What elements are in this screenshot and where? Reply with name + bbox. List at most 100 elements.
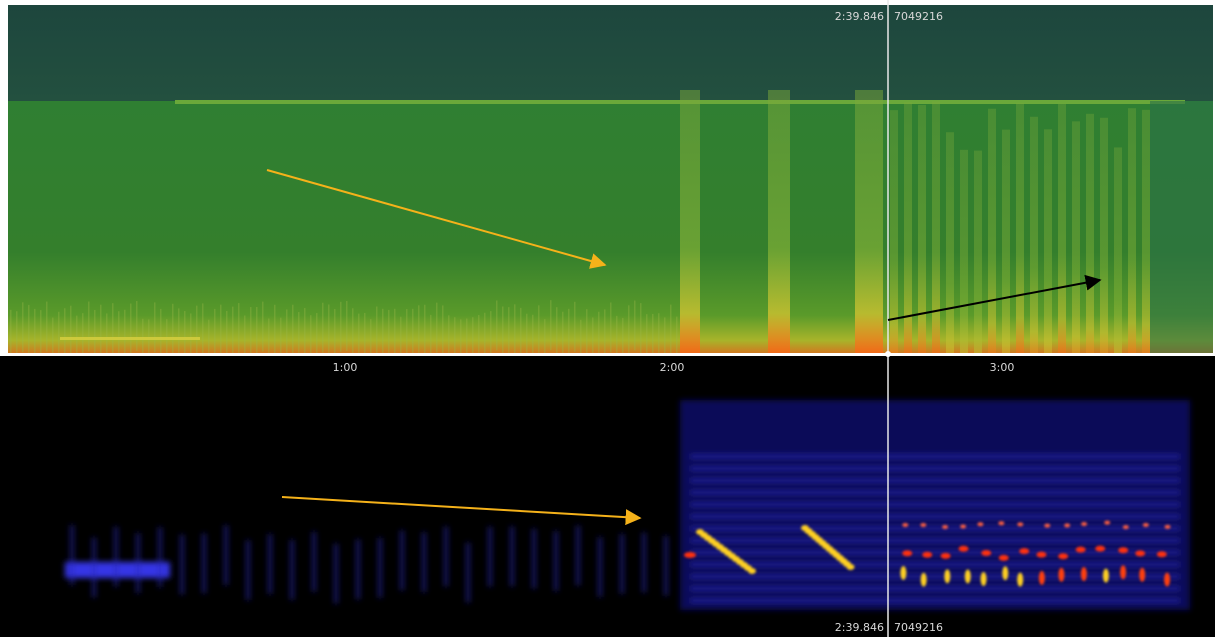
stripe	[100, 305, 102, 355]
peak	[1118, 547, 1128, 553]
burst	[1016, 103, 1024, 356]
burst	[1030, 117, 1038, 370]
stripe	[424, 305, 426, 355]
stripe	[406, 309, 408, 359]
bottom-spectrogram	[0, 356, 1215, 637]
blob	[92, 537, 96, 597]
blob	[620, 534, 624, 594]
peak	[1058, 568, 1064, 582]
peak	[1017, 573, 1023, 587]
blob	[690, 563, 1180, 566]
blob	[312, 532, 316, 592]
burst	[1002, 130, 1010, 383]
cursor-time: 2:39.846	[835, 621, 884, 634]
peak	[999, 555, 1009, 561]
stripe	[604, 309, 606, 359]
peak	[900, 566, 906, 580]
blob	[554, 531, 558, 591]
blob	[356, 539, 360, 599]
stripe	[292, 305, 294, 355]
page: 2:39.846 7049216 2:39.846 7049216 1:00 2…	[0, 0, 1215, 637]
peak	[959, 546, 969, 552]
stripe	[508, 307, 510, 357]
stripe	[34, 309, 36, 359]
burst	[768, 90, 790, 353]
burst	[988, 109, 996, 362]
peak	[1165, 525, 1171, 529]
stripe	[550, 300, 552, 350]
blob	[690, 503, 1180, 506]
burst	[1128, 108, 1136, 361]
stripe	[352, 308, 354, 358]
peak	[1120, 565, 1126, 579]
blob	[532, 529, 536, 589]
blob	[690, 527, 1180, 530]
peak	[1157, 551, 1167, 557]
peak	[1019, 548, 1029, 554]
blob	[690, 455, 1180, 458]
peak	[977, 522, 983, 526]
peak	[1064, 523, 1070, 527]
stripe	[640, 303, 642, 353]
peak	[1104, 521, 1110, 525]
stripe	[124, 310, 126, 360]
blob	[488, 527, 492, 587]
blob	[334, 544, 338, 604]
stripe	[286, 309, 288, 359]
stripe	[94, 310, 96, 360]
burst	[1086, 114, 1094, 367]
cursor-sample: 7049216	[894, 10, 943, 23]
time-label: 3:00	[990, 361, 1015, 374]
peak	[1039, 571, 1045, 585]
blob	[642, 533, 646, 593]
peak	[981, 550, 991, 556]
stripe	[418, 305, 420, 355]
stripe	[394, 309, 396, 359]
stripe	[376, 306, 378, 356]
stripe	[196, 306, 198, 356]
blob	[576, 526, 580, 586]
stripe	[340, 302, 342, 352]
burst	[1072, 121, 1080, 374]
stripe	[328, 304, 330, 354]
stripe	[388, 310, 390, 360]
peak	[960, 525, 966, 529]
peak	[922, 552, 932, 558]
peak	[1002, 566, 1008, 580]
peak	[1139, 568, 1145, 582]
separator	[0, 353, 1215, 356]
blob	[690, 539, 1180, 542]
stripe	[520, 308, 522, 358]
stripe	[214, 309, 216, 359]
peak	[1017, 522, 1023, 526]
peak	[1143, 523, 1149, 527]
blob	[510, 526, 514, 586]
peak	[1095, 546, 1105, 552]
peak	[941, 553, 951, 559]
stripe	[382, 309, 384, 359]
stripe	[220, 305, 222, 355]
stripe	[538, 305, 540, 355]
stripe	[556, 307, 558, 357]
burst	[855, 90, 883, 353]
peak	[902, 550, 912, 556]
blob	[158, 527, 162, 587]
cursor-handle	[885, 351, 891, 357]
stripe	[64, 308, 66, 358]
stripe	[22, 302, 24, 352]
stripe	[304, 308, 306, 358]
stripe	[202, 303, 204, 353]
stripe	[28, 305, 30, 355]
blob	[690, 479, 1180, 482]
blob	[444, 527, 448, 587]
peak	[921, 573, 927, 587]
stripe	[322, 303, 324, 353]
burst	[1100, 118, 1108, 371]
peak	[965, 569, 971, 583]
blob	[690, 491, 1180, 494]
peak	[942, 525, 948, 529]
stripe	[274, 305, 276, 355]
peak	[1103, 569, 1109, 583]
burst	[932, 101, 940, 354]
stripe	[670, 305, 672, 355]
